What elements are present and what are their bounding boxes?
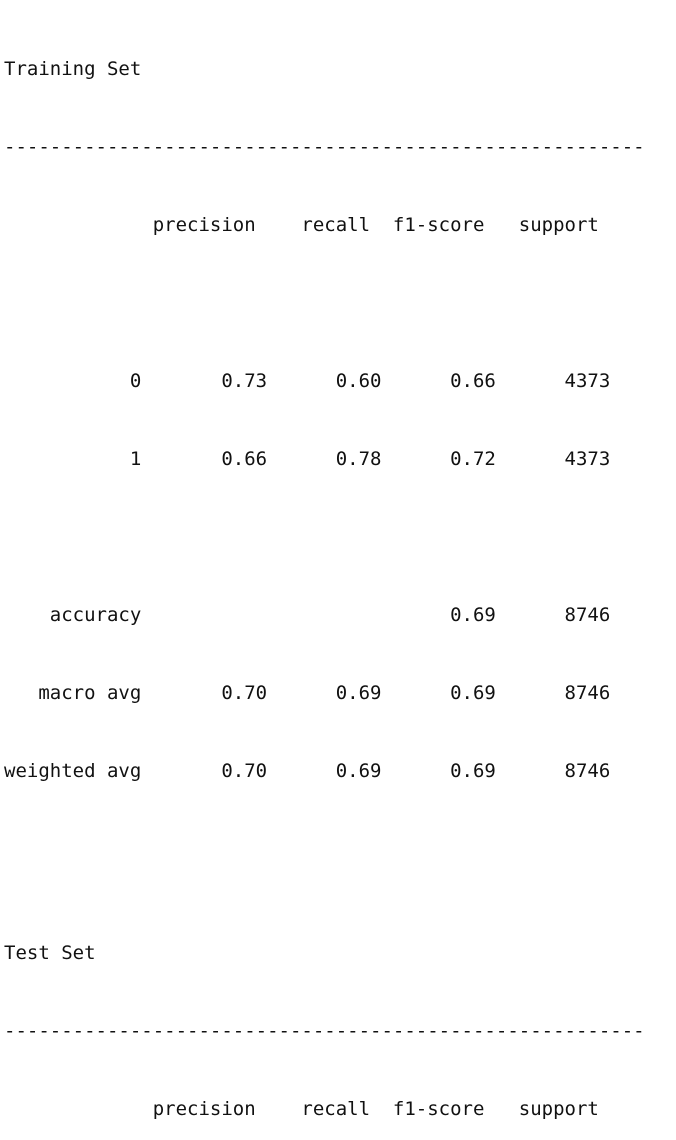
training-set-title: Training Set — [4, 58, 142, 80]
test-set-title: Test Set — [4, 942, 96, 964]
test-set-rule: ----------------------------------------… — [4, 1020, 645, 1042]
training-header: precision recall f1-score support — [4, 214, 599, 236]
test-header: precision recall f1-score support — [4, 1098, 599, 1120]
training-set-rule: ----------------------------------------… — [4, 136, 645, 158]
blank-line — [4, 524, 676, 550]
training-row-weighted-avg: weighted avg 0.70 0.69 0.69 8746 — [4, 760, 611, 782]
training-row-class-1: 1 0.66 0.78 0.72 4373 — [4, 448, 611, 470]
training-row-macro-avg: macro avg 0.70 0.69 0.69 8746 — [4, 682, 611, 704]
training-row-class-0: 0 0.73 0.60 0.66 4373 — [4, 370, 611, 392]
blank-line — [4, 290, 676, 316]
blank-line — [4, 836, 676, 862]
training-row-accuracy: accuracy 0.69 8746 — [4, 604, 611, 626]
